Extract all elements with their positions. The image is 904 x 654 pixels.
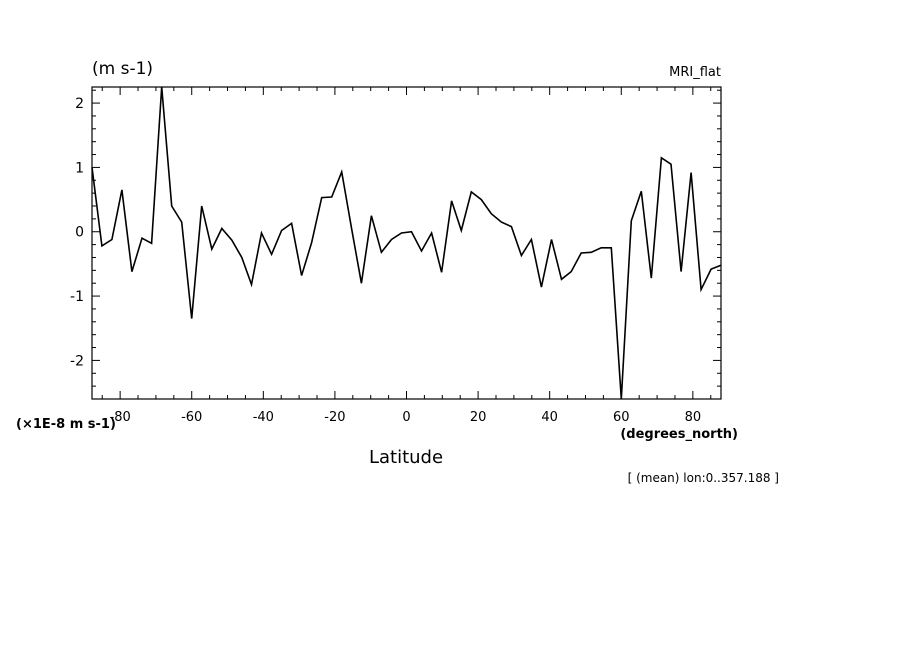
y-tick-label: 1: [75, 160, 84, 176]
x-tick-label: 40: [541, 410, 558, 425]
y-tick-label: 0: [75, 225, 84, 241]
x-axis-label: Latitude: [369, 447, 443, 468]
x-tick-label: -80: [110, 410, 131, 425]
x-tick-label: -20: [324, 410, 345, 425]
x-tick-label: -60: [181, 410, 202, 425]
y-tick-label: 2: [75, 96, 84, 112]
model-label: MRI_flat: [669, 65, 721, 80]
x-tick-labels: -80 -60 -40 -20 0 20 40 60 80: [110, 410, 702, 425]
subtitle-label: [ (mean) lon:0..357.188 ]: [628, 471, 779, 485]
x-tick-label: 80: [685, 410, 702, 425]
x-tick-label: 20: [470, 410, 487, 425]
y-tick-label: -1: [70, 289, 84, 305]
data-series: [91, 86, 722, 400]
y-tick-label: -2: [70, 353, 84, 369]
x-tick-label: 0: [402, 410, 410, 425]
unit-label: (m s-1): [92, 59, 153, 79]
y-tick-labels: -2 -1 0 1 2: [70, 96, 84, 369]
axis-ticks: [92, 87, 721, 399]
scale-label: (×1E-8 m s-1): [16, 417, 116, 432]
x-unit-label: (degrees_north): [620, 427, 738, 442]
x-tick-label: -40: [253, 410, 274, 425]
series-line: [91, 86, 722, 400]
plot-frame: [91, 86, 722, 400]
x-tick-label: 60: [613, 410, 630, 425]
